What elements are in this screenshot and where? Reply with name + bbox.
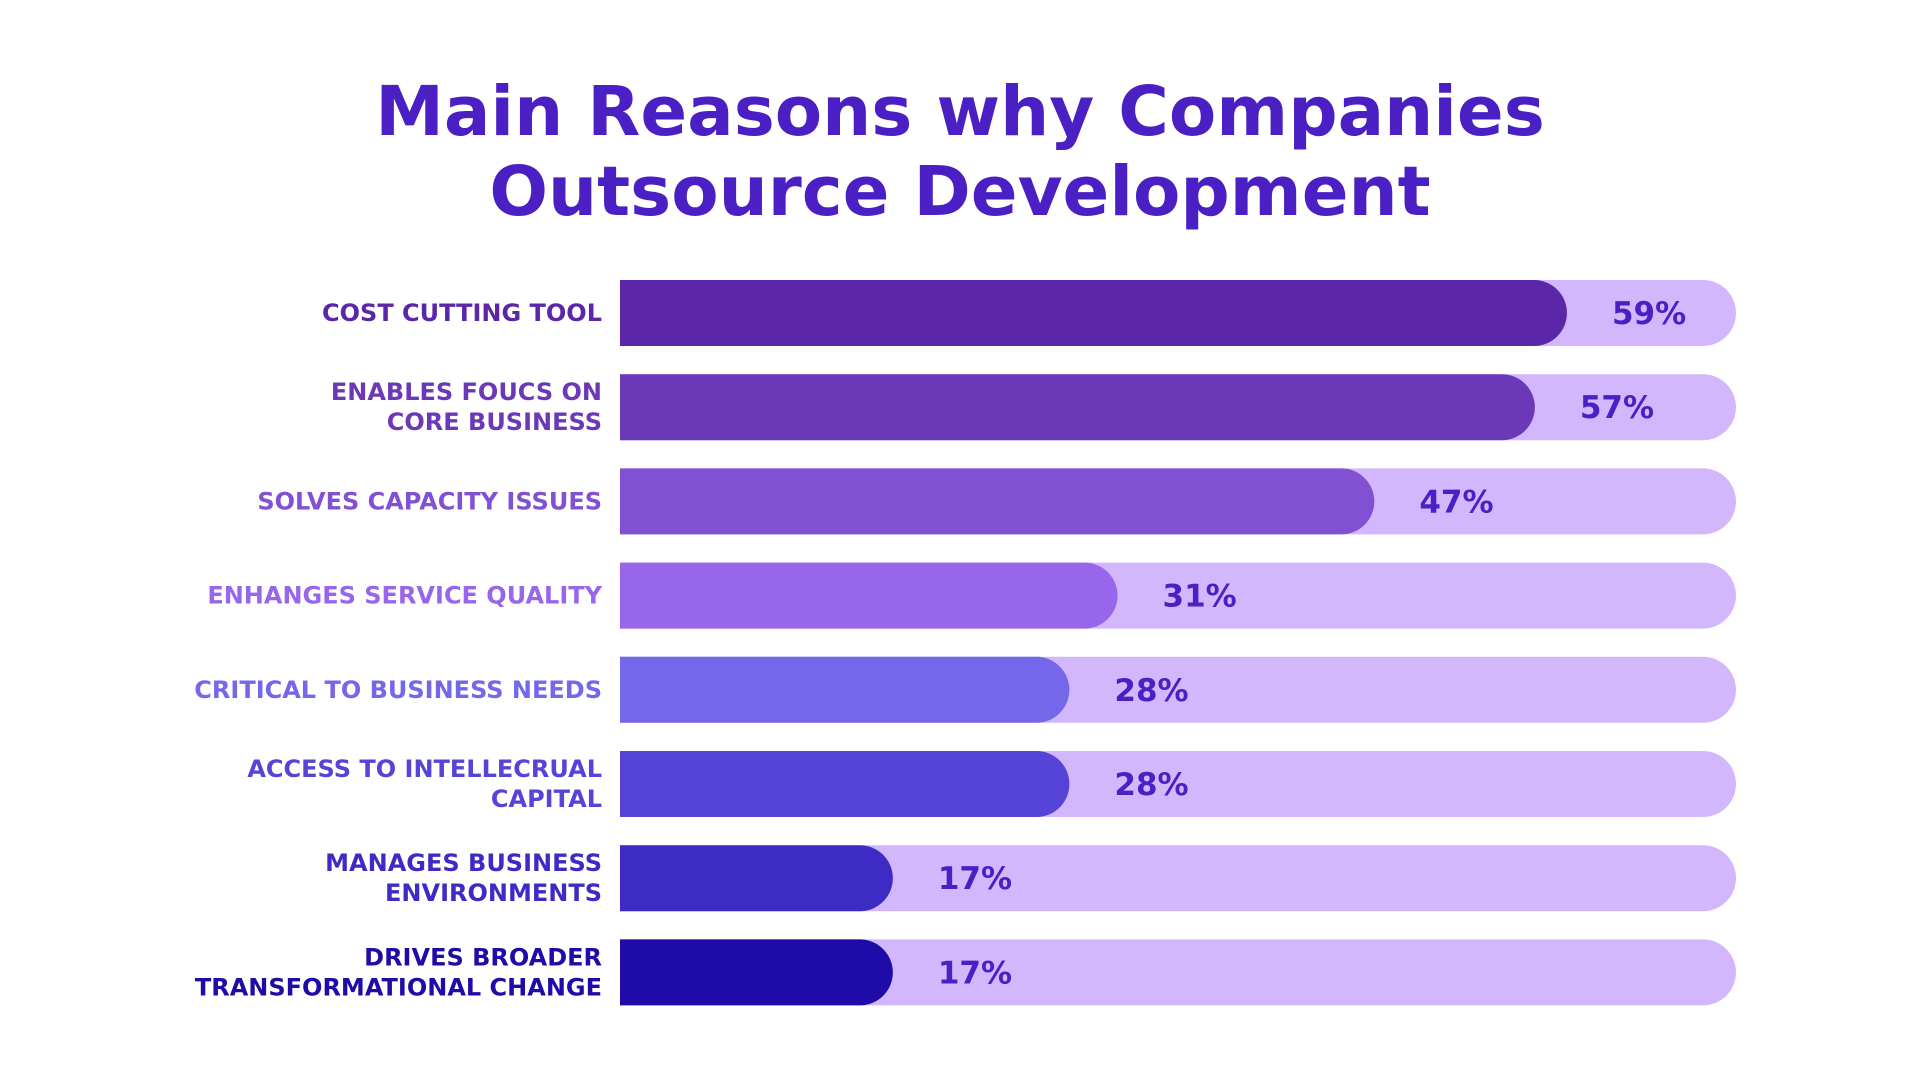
data-label: 31% xyxy=(1163,579,1237,615)
category-label-line: CRITICAL TO BUSINESS NEEDS xyxy=(194,676,602,704)
data-label: 28% xyxy=(1114,673,1188,709)
bar xyxy=(620,656,1070,723)
chart-title: Main Reasons why Companies Outsource Dev… xyxy=(0,72,1920,232)
data-label: 59% xyxy=(1612,296,1686,332)
data-label: 17% xyxy=(938,955,1012,991)
category-label-line: CORE BUSINESS xyxy=(387,408,602,436)
bar-row: 47% SOLVES CAPACITY ISSUES xyxy=(257,468,1736,535)
bar xyxy=(620,845,893,912)
data-label: 28% xyxy=(1114,767,1188,803)
category-label-line: DRIVES BROADER xyxy=(364,943,602,971)
bar-track xyxy=(620,845,1736,912)
bar xyxy=(620,374,1535,441)
chart-title-line-1: Main Reasons why Companies xyxy=(375,72,1545,152)
category-label: COST CUTTING TOOL xyxy=(322,299,602,327)
chart-title-line-2: Outsource Development xyxy=(489,152,1431,232)
category-label-line: CAPITAL xyxy=(491,785,602,813)
category-label-line: TRANSFORMATIONAL CHANGE xyxy=(195,973,602,1001)
data-label: 17% xyxy=(938,861,1012,897)
category-label: CRITICAL TO BUSINESS NEEDS xyxy=(194,676,602,704)
category-label: SOLVES CAPACITY ISSUES xyxy=(257,487,602,515)
category-label-line: ENHANGES SERVICE QUALITY xyxy=(207,582,602,610)
category-label-line: ENABLES FOUCS ON xyxy=(331,378,602,406)
category-label: ENHANGES SERVICE QUALITY xyxy=(207,582,602,610)
category-label-line: COST CUTTING TOOL xyxy=(322,299,602,327)
bar-track xyxy=(620,939,1736,1006)
bar xyxy=(620,939,893,1006)
bar xyxy=(620,751,1070,817)
bar xyxy=(620,280,1567,346)
bar-row: 31% ENHANGES SERVICE QUALITY xyxy=(207,562,1736,629)
category-label-line: ACCESS TO INTELLECRUAL xyxy=(247,755,602,783)
bar-row: 59% COST CUTTING TOOL xyxy=(322,280,1736,346)
bar xyxy=(620,468,1375,535)
category-label-line: SOLVES CAPACITY ISSUES xyxy=(257,487,602,515)
category-label-line: ENVIRONMENTS xyxy=(385,879,602,907)
bar-row: 28% CRITICAL TO BUSINESS NEEDS xyxy=(194,656,1736,723)
category-label-line: MANAGES BUSINESS xyxy=(325,849,602,877)
data-label: 57% xyxy=(1580,390,1654,426)
data-label: 47% xyxy=(1419,484,1493,520)
bar xyxy=(620,562,1118,629)
